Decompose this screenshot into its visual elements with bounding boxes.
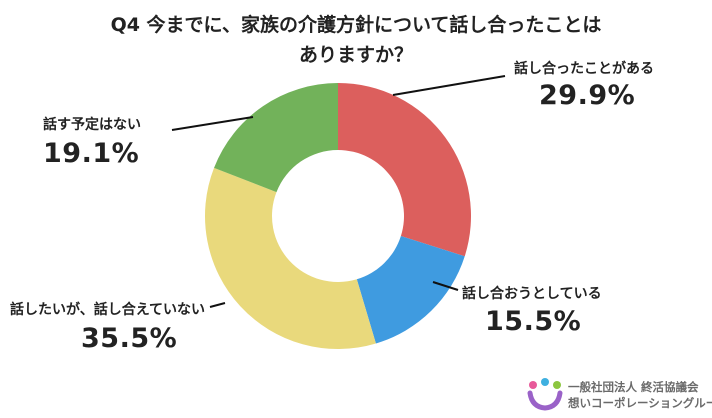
- logo-text-line-2: 想いコーポレーショングループ: [568, 396, 712, 410]
- leader-line-4: [171, 116, 254, 131]
- leader-lines: [171, 75, 506, 308]
- logo-text-line-1: 一般社団法人 終活協議会: [568, 380, 699, 394]
- slice-label-3: 話したいが、話し合えていない: [10, 302, 206, 318]
- organization-logo: 一般社団法人 終活協議会 想いコーポレーショングループ: [526, 376, 712, 412]
- slice-percent-4: 19.1%: [43, 138, 140, 169]
- chart-title-line-1: Q4 今までに、家族の介護方針について話し合ったことは: [110, 14, 602, 36]
- slice-percent-2: 15.5%: [485, 306, 582, 337]
- donut-slice-2: [356, 236, 465, 344]
- chart-title-line-2: ありますか？: [298, 44, 413, 66]
- slice-label-1: 話し合ったことがある: [514, 61, 654, 77]
- slice-percent-3: 35.5%: [81, 323, 178, 354]
- heart-people-logo-icon: [527, 378, 563, 411]
- leader-line-2: [432, 281, 459, 291]
- donut-slices: [205, 83, 471, 349]
- donut-slice-1: [338, 83, 471, 257]
- slice-percent-1: 29.9%: [539, 80, 636, 111]
- slice-label-2: 話し合おうとしている: [462, 286, 602, 302]
- leader-line-3: [209, 302, 226, 308]
- leader-line-1: [392, 75, 506, 96]
- donut-slice-3: [205, 167, 376, 349]
- slice-label-4: 話す予定はない: [43, 117, 141, 133]
- donut-slice-4: [214, 83, 338, 193]
